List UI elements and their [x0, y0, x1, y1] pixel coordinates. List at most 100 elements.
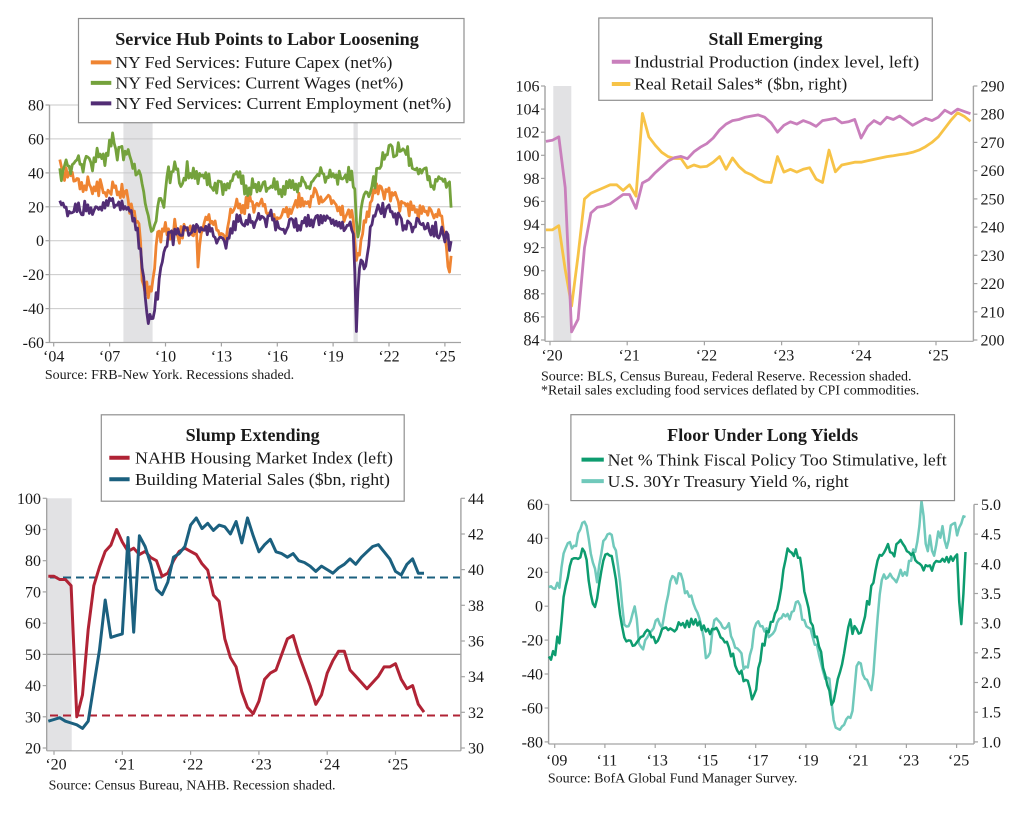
- svg-text:Source: FRB-New York. Recessio: Source: FRB-New York. Recessions shaded.: [45, 368, 294, 383]
- svg-text:80: 80: [28, 98, 44, 115]
- svg-text:‘24: ‘24: [850, 348, 871, 365]
- svg-text:-20: -20: [23, 267, 44, 284]
- svg-text:-60: -60: [23, 335, 44, 352]
- svg-text:50: 50: [25, 647, 41, 664]
- svg-text:‘16: ‘16: [267, 349, 288, 366]
- svg-text:*Retail sales excluding food s: *Retail sales excluding food services de…: [541, 384, 919, 399]
- svg-text:‘25: ‘25: [387, 757, 408, 774]
- svg-text:60: 60: [28, 131, 44, 148]
- svg-text:Building Material Sales ($bn,: Building Material Sales ($bn, right): [135, 470, 390, 489]
- svg-text:‘24: ‘24: [319, 757, 340, 774]
- svg-text:‘23: ‘23: [898, 752, 919, 769]
- svg-text:40: 40: [28, 165, 44, 182]
- svg-text:Source: BLS, Census Bureau, Fe: Source: BLS, Census Bureau, Federal Rese…: [541, 370, 912, 385]
- svg-text:86: 86: [524, 309, 540, 326]
- svg-text:2.0: 2.0: [981, 675, 1001, 692]
- svg-text:Source: BofA Global Fund Manag: Source: BofA Global Fund Manager Survey.: [548, 772, 798, 787]
- svg-text:104: 104: [516, 102, 540, 119]
- svg-text:0: 0: [36, 233, 44, 250]
- svg-text:92: 92: [524, 240, 540, 257]
- svg-text:40: 40: [25, 678, 41, 695]
- svg-text:250: 250: [981, 191, 1005, 208]
- svg-text:Stall Emerging: Stall Emerging: [709, 29, 823, 49]
- svg-text:‘15: ‘15: [697, 752, 718, 769]
- svg-text:‘21: ‘21: [619, 348, 640, 365]
- svg-text:NY Fed Services: Current Wages: NY Fed Services: Current Wages (net%): [115, 74, 403, 93]
- svg-text:Net % Think Fiscal Policy Too: Net % Think Fiscal Policy Too Stimulativ…: [608, 450, 947, 469]
- svg-text:‘21: ‘21: [114, 757, 135, 774]
- svg-text:‘09: ‘09: [546, 752, 567, 769]
- svg-text:Service Hub Points to Labor Lo: Service Hub Points to Labor Loosening: [115, 29, 419, 49]
- svg-text:-40: -40: [23, 301, 44, 318]
- svg-text:‘25: ‘25: [948, 752, 969, 769]
- svg-text:Source: Census Bureau, NAHB. R: Source: Census Bureau, NAHB. Recession s…: [49, 779, 336, 794]
- svg-text:‘20: ‘20: [45, 757, 66, 774]
- svg-text:210: 210: [981, 304, 1005, 321]
- svg-text:2.5: 2.5: [981, 645, 1001, 662]
- svg-text:80: 80: [25, 553, 41, 570]
- svg-text:100: 100: [516, 148, 540, 165]
- svg-text:290: 290: [981, 79, 1005, 96]
- svg-text:106: 106: [516, 79, 540, 96]
- svg-text:-60: -60: [522, 701, 543, 718]
- svg-text:20: 20: [25, 741, 41, 758]
- svg-text:‘21: ‘21: [847, 752, 868, 769]
- svg-text:38: 38: [468, 598, 484, 615]
- svg-text:-20: -20: [522, 633, 543, 650]
- svg-text:‘19: ‘19: [322, 349, 343, 366]
- svg-text:1.0: 1.0: [981, 734, 1001, 751]
- svg-text:90: 90: [25, 522, 41, 539]
- svg-text:NAHB Housing Market Index (lef: NAHB Housing Market Index (left): [135, 448, 393, 467]
- svg-text:230: 230: [981, 248, 1005, 265]
- svg-text:Industrial Production (index l: Industrial Production (index level, left…: [634, 52, 919, 71]
- svg-text:98: 98: [524, 171, 540, 188]
- svg-text:Slump Extending: Slump Extending: [186, 425, 320, 445]
- svg-text:3.5: 3.5: [981, 586, 1001, 603]
- svg-text:‘07: ‘07: [99, 349, 120, 366]
- svg-text:88: 88: [524, 286, 540, 303]
- svg-text:‘04: ‘04: [43, 349, 64, 366]
- svg-text:‘11: ‘11: [597, 752, 618, 769]
- svg-text:100: 100: [17, 491, 41, 508]
- svg-text:94: 94: [524, 217, 540, 234]
- svg-text:60: 60: [25, 616, 41, 633]
- svg-text:20: 20: [28, 199, 44, 216]
- svg-text:44: 44: [468, 491, 484, 508]
- svg-text:60: 60: [527, 497, 543, 514]
- svg-text:84: 84: [524, 333, 540, 350]
- svg-text:32: 32: [468, 705, 484, 722]
- svg-text:20: 20: [527, 565, 543, 582]
- svg-text:3.0: 3.0: [981, 616, 1001, 633]
- svg-text:36: 36: [468, 634, 484, 651]
- svg-text:‘23: ‘23: [773, 348, 794, 365]
- svg-text:U.S. 30Yr Treasury Yield %, ri: U.S. 30Yr Treasury Yield %, right: [608, 472, 849, 491]
- svg-text:34: 34: [468, 669, 484, 686]
- svg-text:280: 280: [981, 107, 1005, 124]
- svg-text:‘20: ‘20: [541, 348, 562, 365]
- svg-text:‘19: ‘19: [797, 752, 818, 769]
- svg-text:‘13: ‘13: [211, 349, 232, 366]
- svg-text:‘25: ‘25: [927, 348, 948, 365]
- svg-text:220: 220: [981, 276, 1005, 293]
- svg-text:-40: -40: [522, 667, 543, 684]
- svg-text:-80: -80: [522, 734, 543, 751]
- svg-text:‘13: ‘13: [647, 752, 668, 769]
- svg-text:‘22: ‘22: [182, 757, 203, 774]
- svg-text:30: 30: [25, 709, 41, 726]
- svg-text:0: 0: [535, 599, 543, 616]
- svg-text:NY Fed Services: Future Capex: NY Fed Services: Future Capex (net%): [115, 53, 392, 72]
- svg-text:Floor Under Long Yields: Floor Under Long Yields: [667, 425, 858, 445]
- svg-text:1.5: 1.5: [981, 705, 1001, 722]
- svg-text:260: 260: [981, 163, 1005, 180]
- svg-text:270: 270: [981, 135, 1005, 152]
- svg-text:96: 96: [524, 194, 540, 211]
- svg-text:‘17: ‘17: [747, 752, 768, 769]
- svg-text:200: 200: [981, 333, 1005, 350]
- svg-text:102: 102: [516, 125, 540, 142]
- svg-text:‘10: ‘10: [155, 349, 176, 366]
- svg-text:30: 30: [468, 741, 484, 758]
- svg-text:42: 42: [468, 527, 484, 544]
- svg-text:4.5: 4.5: [981, 527, 1001, 544]
- svg-text:40: 40: [527, 531, 543, 548]
- svg-text:‘25: ‘25: [434, 349, 455, 366]
